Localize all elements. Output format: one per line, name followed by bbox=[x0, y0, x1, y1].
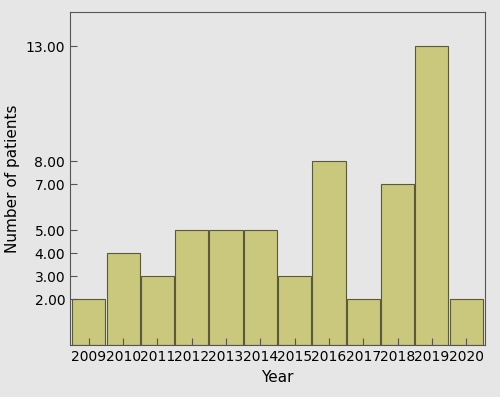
Bar bbox=[450, 299, 483, 345]
Bar bbox=[381, 184, 414, 345]
Y-axis label: Number of patients: Number of patients bbox=[5, 104, 20, 253]
Bar bbox=[106, 253, 140, 345]
Bar bbox=[415, 46, 448, 345]
Bar bbox=[72, 299, 106, 345]
Bar bbox=[244, 230, 277, 345]
Bar bbox=[141, 276, 174, 345]
X-axis label: Year: Year bbox=[261, 370, 294, 385]
Bar bbox=[175, 230, 208, 345]
Bar bbox=[312, 162, 346, 345]
Bar bbox=[210, 230, 242, 345]
Bar bbox=[346, 299, 380, 345]
Bar bbox=[278, 276, 312, 345]
